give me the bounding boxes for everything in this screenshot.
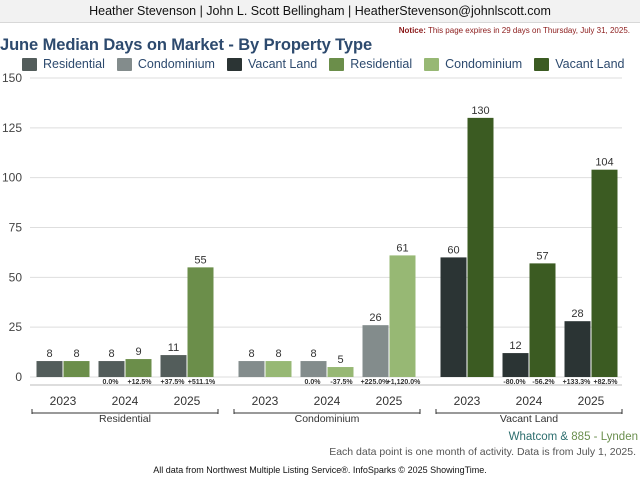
legend-swatch — [226, 57, 242, 71]
data-label: 8 — [310, 348, 316, 360]
y-tick-label: 125 — [2, 121, 22, 135]
data-label: 60 — [447, 244, 459, 256]
x-tick-label: 2025 — [578, 394, 605, 408]
bar — [327, 367, 354, 377]
legend-item: Residential — [22, 57, 105, 71]
legend-item: Condominium — [424, 57, 522, 71]
legend-swatch — [424, 57, 440, 71]
data-label: 130 — [471, 105, 489, 117]
bar — [440, 257, 467, 377]
y-tick-label: 100 — [2, 171, 22, 185]
bar — [591, 169, 618, 377]
x-tick-label: 2023 — [454, 394, 481, 408]
change-label: -80.0% — [503, 379, 526, 386]
data-label: 5 — [337, 354, 343, 366]
source-credit: All data from Northwest Multiple Listing… — [153, 465, 487, 475]
legend-swatch — [534, 57, 550, 71]
data-label: 8 — [46, 348, 52, 360]
agent-line: Heather Stevenson | John L. Scott Bellin… — [89, 4, 551, 18]
legend-label: Vacant Land — [247, 57, 318, 71]
market-label: Whatcom & 885 - Lynden — [509, 431, 638, 443]
change-label: 0.0% — [103, 379, 120, 386]
data-label: 28 — [571, 308, 583, 320]
x-tick-label: 2025 — [174, 394, 201, 408]
legend-label: Residential — [350, 57, 413, 71]
bar — [389, 255, 416, 377]
change-label: -37.5% — [330, 379, 353, 386]
legend-label: Residential — [43, 57, 105, 71]
x-tick-label: 2025 — [376, 394, 403, 408]
bar — [238, 361, 265, 377]
y-tick-label: 0 — [15, 370, 22, 384]
expiry-notice: Notice: This page expires in 29 days on … — [399, 26, 630, 35]
group-label: Residential — [99, 413, 151, 425]
change-label: +82.5% — [594, 379, 619, 386]
bar — [564, 321, 591, 377]
change-label: +12.5% — [128, 379, 153, 386]
data-label: 8 — [275, 348, 281, 360]
x-tick-label: 2023 — [252, 394, 279, 408]
bar — [125, 359, 152, 377]
market-amp: & — [557, 431, 572, 443]
x-tick-label: 2024 — [314, 394, 341, 408]
bar — [36, 361, 63, 377]
y-tick-label: 25 — [9, 320, 23, 334]
change-label: +225.0% — [361, 379, 390, 386]
group-label: Vacant Land — [500, 413, 558, 425]
change-label: -56.2% — [532, 379, 555, 386]
data-label: 26 — [369, 312, 381, 324]
data-label: 8 — [248, 348, 254, 360]
data-label: 8 — [108, 348, 114, 360]
legend-swatch — [22, 57, 37, 71]
legend-label: Vacant Land — [555, 57, 625, 71]
agent-header: Heather Stevenson | John L. Scott Bellin… — [0, 0, 640, 23]
bar — [502, 353, 529, 377]
legend-item: Residential — [329, 57, 412, 71]
bar — [98, 361, 125, 377]
data-label: 12 — [509, 340, 521, 352]
data-label: 9 — [135, 346, 141, 358]
bar — [300, 361, 327, 377]
legend-label: Condominium — [137, 57, 215, 71]
y-tick-label: 150 — [2, 71, 22, 85]
data-label: 8 — [73, 348, 79, 360]
bar — [467, 117, 494, 377]
x-tick-label: 2024 — [112, 394, 139, 408]
market-first: Whatcom — [508, 431, 558, 443]
data-label: 61 — [396, 242, 408, 254]
x-tick-label: 2024 — [516, 394, 543, 408]
y-tick-label: 50 — [9, 270, 23, 284]
bar — [160, 355, 187, 377]
notice-label: Notice: — [398, 26, 426, 35]
data-note: Each data point is one month of activity… — [329, 446, 636, 458]
data-label: 11 — [168, 342, 179, 354]
bar — [529, 263, 556, 377]
legend-label: Condominium — [445, 57, 523, 71]
change-label: +133.3% — [563, 379, 592, 386]
y-tick-label: 75 — [9, 221, 23, 235]
change-label: 0.0% — [305, 379, 322, 386]
chart-legend: Residential Condominium Vacant Land Residen… — [22, 56, 637, 72]
bar — [265, 361, 292, 377]
data-label: 55 — [194, 254, 206, 266]
x-tick-label: 2023 — [50, 394, 77, 408]
market-second: 885 - Lynden — [571, 431, 638, 443]
change-label: +1,120.0% — [387, 379, 421, 386]
bar — [63, 361, 90, 377]
legend-item: Vacant Land — [226, 57, 318, 71]
legend-swatch — [329, 57, 345, 71]
data-label: 104 — [595, 157, 613, 169]
change-label: +511.1% — [188, 379, 216, 386]
change-label: +37.5% — [161, 379, 186, 386]
legend-swatch — [116, 57, 132, 71]
legend-item: Condominium — [116, 57, 215, 71]
bar — [362, 325, 389, 377]
legend-item: Vacant Land — [534, 57, 625, 71]
notice-text: This page expires in 29 days on Thursday… — [425, 26, 630, 35]
group-label: Condominium — [295, 413, 360, 425]
chart-title: June Median Days on Market - By Property… — [0, 36, 373, 54]
data-label: 57 — [536, 250, 548, 262]
bar — [187, 267, 214, 377]
